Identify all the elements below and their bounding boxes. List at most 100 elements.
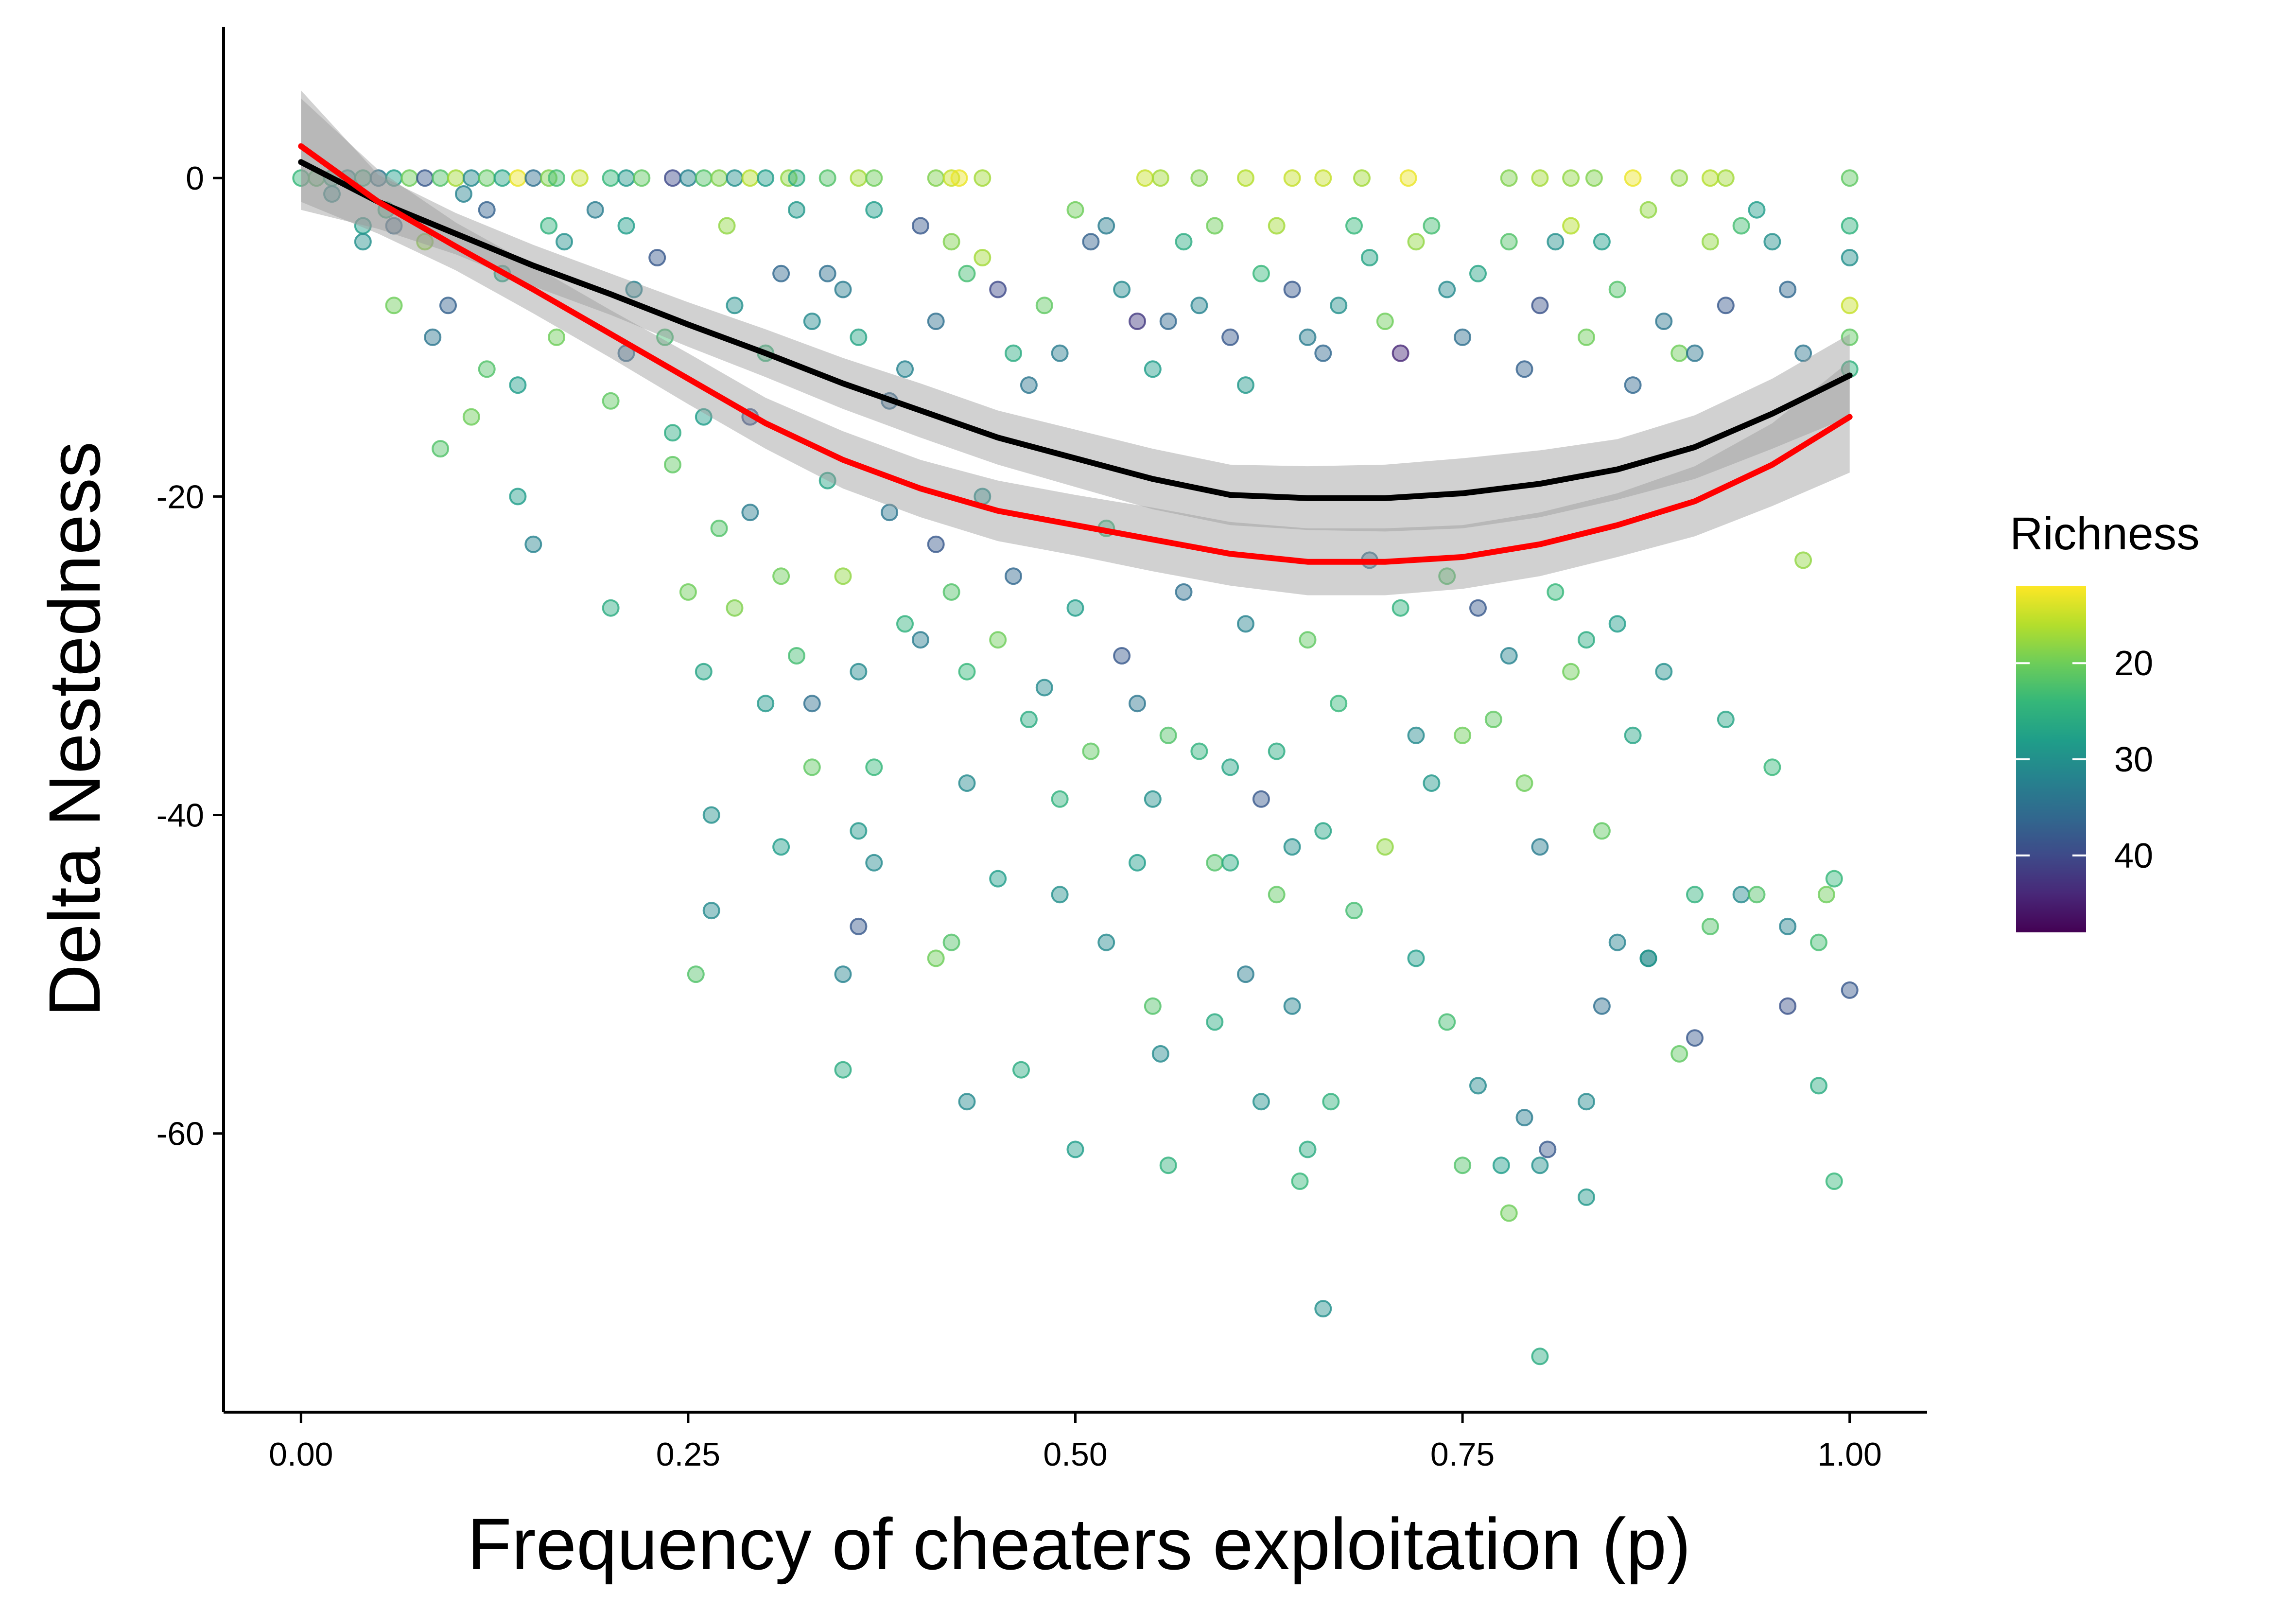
data-point [1299, 328, 1317, 346]
x-axis-title: Frequency of cheaters exploitation (p) [467, 1503, 1691, 1585]
data-point [602, 169, 620, 187]
data-point [400, 169, 418, 187]
data-point [1051, 344, 1069, 362]
data-point [1345, 217, 1363, 235]
data-point [571, 169, 589, 187]
data-point [850, 663, 868, 681]
data-point [1035, 679, 1053, 697]
data-point [1469, 264, 1487, 282]
data-point [1701, 233, 1719, 251]
data-point [1562, 663, 1580, 681]
data-point [942, 233, 960, 251]
data-point [1159, 726, 1177, 744]
data-point [524, 535, 542, 553]
data-point [1066, 201, 1084, 219]
data-point [1841, 328, 1859, 346]
data-point [1129, 313, 1146, 330]
data-point [548, 169, 566, 187]
data-point [656, 328, 674, 346]
data-point [1469, 599, 1487, 617]
data-point [1484, 711, 1502, 728]
data-point [927, 949, 945, 967]
colorbar-label: 40 [2114, 837, 2153, 875]
data-point [1206, 1013, 1224, 1031]
data-point [1330, 297, 1348, 315]
data-point [1237, 376, 1254, 394]
data-point [1670, 1045, 1688, 1063]
data-point [1454, 1156, 1472, 1174]
data-point [974, 249, 991, 266]
data-point [695, 663, 713, 681]
data-point [1438, 280, 1456, 298]
data-point [1423, 217, 1441, 235]
data-point [1082, 233, 1100, 251]
data-point [416, 233, 434, 251]
data-point [757, 695, 775, 713]
data-point [927, 169, 945, 187]
data-point [509, 169, 527, 187]
data-point [509, 376, 527, 394]
data-point [1717, 297, 1735, 315]
data-point [1794, 344, 1812, 362]
data-point [1129, 695, 1146, 713]
data-point [1151, 169, 1169, 187]
data-point [462, 169, 480, 187]
data-point [679, 583, 697, 601]
data-point [1608, 615, 1626, 633]
data-point [850, 328, 868, 346]
data-point [1283, 169, 1301, 187]
data-point [1585, 169, 1603, 187]
data-point [664, 455, 681, 473]
smooth-line [298, 143, 1853, 565]
data-point [1608, 933, 1626, 951]
data-point [1314, 344, 1332, 362]
data-point [586, 201, 604, 219]
data-point [1492, 1156, 1510, 1174]
data-point [1438, 567, 1456, 585]
data-point [803, 695, 821, 713]
data-point [416, 169, 434, 187]
data-point [1810, 933, 1827, 951]
data-point [1237, 965, 1254, 983]
data-point [1392, 599, 1409, 617]
data-point [695, 169, 713, 187]
data-point [1051, 790, 1069, 808]
data-point [1407, 726, 1425, 744]
data-point [1190, 169, 1208, 187]
data-point [989, 280, 1007, 298]
data-point [1159, 313, 1177, 330]
data-point [710, 169, 728, 187]
data-point [1701, 169, 1719, 187]
data-point [989, 631, 1007, 649]
data-point [1500, 233, 1518, 251]
data-point [1291, 1172, 1309, 1190]
data-point [881, 504, 899, 522]
data-point [1206, 854, 1224, 872]
data-point [617, 217, 635, 235]
data-point [478, 169, 496, 187]
data-point [927, 313, 945, 330]
data-point [1515, 360, 1533, 378]
data-point [1407, 233, 1425, 251]
data-point [1500, 647, 1518, 665]
data-point [1515, 774, 1533, 792]
data-point [1283, 997, 1301, 1015]
data-point [1051, 886, 1069, 904]
data-point [1221, 854, 1239, 872]
data-point [1539, 1140, 1557, 1158]
data-point [1817, 886, 1835, 904]
data-point [1423, 774, 1441, 792]
data-point [911, 217, 929, 235]
data-point [818, 472, 836, 490]
confidence-bands [301, 90, 1850, 595]
data-point [865, 854, 883, 872]
data-point [1082, 742, 1100, 760]
data-point [1547, 583, 1565, 601]
data-point [1701, 917, 1719, 935]
data-point [772, 838, 790, 856]
y-tick-label: -20 [157, 478, 204, 515]
data-point [834, 280, 852, 298]
data-point [617, 169, 635, 187]
data-point [1175, 233, 1193, 251]
